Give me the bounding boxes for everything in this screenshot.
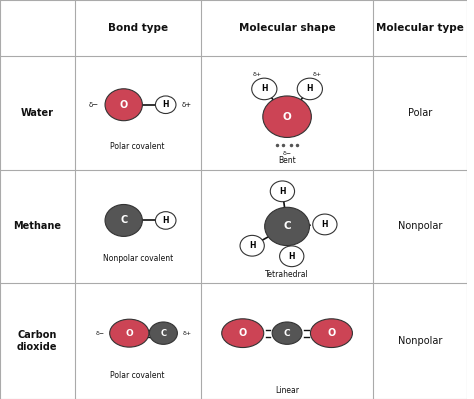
Text: δ−: δ− bbox=[283, 151, 292, 156]
Text: C: C bbox=[120, 215, 128, 225]
Ellipse shape bbox=[109, 319, 149, 347]
Text: Nonpolar covalent: Nonpolar covalent bbox=[102, 254, 173, 263]
Text: δ+: δ+ bbox=[312, 73, 321, 77]
Ellipse shape bbox=[105, 204, 142, 236]
Text: Nonpolar: Nonpolar bbox=[398, 221, 442, 231]
Text: Molecular type: Molecular type bbox=[376, 23, 464, 33]
Ellipse shape bbox=[280, 246, 304, 267]
Ellipse shape bbox=[297, 78, 322, 100]
Ellipse shape bbox=[155, 96, 176, 113]
Ellipse shape bbox=[240, 235, 264, 256]
Text: O: O bbox=[126, 329, 133, 338]
Text: H: H bbox=[289, 252, 295, 261]
Text: C: C bbox=[283, 221, 291, 231]
Text: O: O bbox=[119, 100, 128, 110]
Text: δ+: δ+ bbox=[182, 331, 191, 336]
Ellipse shape bbox=[263, 96, 311, 137]
Text: δ+: δ+ bbox=[253, 73, 262, 77]
Ellipse shape bbox=[222, 319, 264, 348]
Text: O: O bbox=[238, 328, 247, 338]
Text: H: H bbox=[163, 216, 169, 225]
Ellipse shape bbox=[310, 319, 353, 348]
Text: H: H bbox=[249, 241, 255, 250]
Text: C: C bbox=[160, 329, 166, 338]
Text: H: H bbox=[163, 100, 169, 109]
Ellipse shape bbox=[313, 214, 337, 235]
Ellipse shape bbox=[149, 322, 177, 344]
Ellipse shape bbox=[270, 181, 294, 202]
Ellipse shape bbox=[272, 322, 302, 344]
Text: Polar covalent: Polar covalent bbox=[110, 142, 165, 151]
Text: Bond type: Bond type bbox=[108, 23, 168, 33]
Text: δ−: δ− bbox=[88, 102, 99, 108]
Text: δ−: δ− bbox=[96, 331, 105, 336]
Ellipse shape bbox=[155, 211, 176, 229]
Text: C: C bbox=[284, 329, 291, 338]
Text: Carbon
dioxide: Carbon dioxide bbox=[17, 330, 58, 352]
Text: O: O bbox=[283, 112, 292, 122]
Text: Methane: Methane bbox=[13, 221, 61, 231]
Text: H: H bbox=[322, 220, 328, 229]
Text: Polar: Polar bbox=[408, 108, 432, 118]
Text: Bent: Bent bbox=[278, 156, 296, 165]
Ellipse shape bbox=[252, 78, 277, 100]
Ellipse shape bbox=[105, 89, 142, 120]
Text: δ+: δ+ bbox=[181, 102, 191, 108]
Text: H: H bbox=[279, 187, 286, 196]
Text: Tetrahedral: Tetrahedral bbox=[265, 270, 309, 279]
Text: Nonpolar: Nonpolar bbox=[398, 336, 442, 346]
Text: Polar covalent: Polar covalent bbox=[110, 371, 165, 379]
Text: Molecular shape: Molecular shape bbox=[239, 23, 336, 33]
Text: H: H bbox=[261, 85, 267, 93]
Text: O: O bbox=[328, 328, 336, 338]
Ellipse shape bbox=[264, 207, 310, 245]
Text: H: H bbox=[307, 85, 313, 93]
Text: Linear: Linear bbox=[275, 386, 299, 395]
Text: Water: Water bbox=[21, 108, 54, 118]
